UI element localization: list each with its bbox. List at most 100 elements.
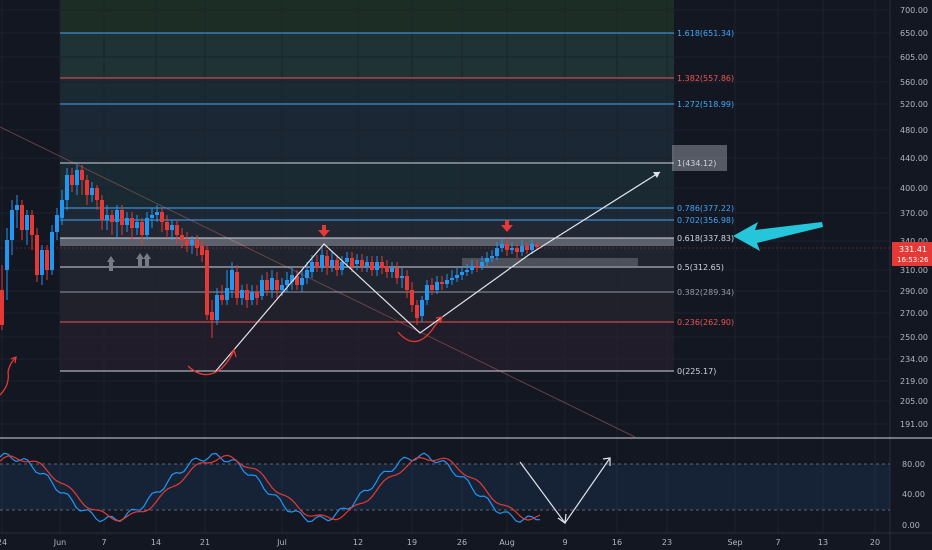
fib-level-label: 0.702(356.98) xyxy=(677,216,734,225)
candle-body xyxy=(395,268,399,278)
time-axis[interactable]: 24 Jun 7 14 21 Jul 12 19 26 Aug 9 16 23 Sep 7 13 20 xyxy=(0,538,880,547)
candle-body xyxy=(415,305,419,318)
candle-body xyxy=(515,248,519,252)
current-price-badge xyxy=(892,242,932,266)
candle-body xyxy=(165,222,169,230)
candle-body xyxy=(285,280,289,285)
candle-body xyxy=(15,205,19,210)
candle-body xyxy=(505,244,509,250)
candle-body xyxy=(465,270,469,272)
candle-body xyxy=(340,262,344,270)
fib-zone xyxy=(60,163,674,208)
candle-body xyxy=(115,210,119,222)
stoch-d-line xyxy=(0,454,541,522)
candle-body xyxy=(65,175,69,200)
candle-body xyxy=(475,266,479,268)
candle-body xyxy=(50,232,54,270)
fib-level-label: 1(434.12) xyxy=(677,159,716,168)
fib-zone xyxy=(60,208,674,220)
price-tick: 234.00 xyxy=(900,355,928,364)
resistance-band xyxy=(60,238,674,246)
candle-body xyxy=(380,262,384,268)
time-tick: Sep xyxy=(727,538,742,547)
fib-level-label: 1.382(557.86) xyxy=(677,74,734,83)
fib-level-label: 0(225.17) xyxy=(677,367,716,376)
candlesticks xyxy=(0,165,539,338)
price-tick: 605.00 xyxy=(900,53,928,62)
stoch-k-line xyxy=(0,452,541,523)
candle-body xyxy=(240,290,244,298)
projection-line[interactable] xyxy=(529,171,661,255)
candle-body xyxy=(10,210,14,240)
candle-body xyxy=(405,276,409,290)
zigzag-pattern[interactable] xyxy=(214,243,531,373)
candle-body xyxy=(360,260,364,266)
candle-body xyxy=(35,235,39,275)
candle-body xyxy=(410,290,414,305)
candle-body xyxy=(265,280,269,290)
price-tick: 270.00 xyxy=(900,309,928,318)
candle-body xyxy=(170,225,174,230)
stoch-axis: 80.00 40.00 0.00 xyxy=(902,460,925,530)
candle-body xyxy=(495,248,499,256)
candle-body xyxy=(185,240,189,245)
candle-body xyxy=(255,292,259,298)
candle-body xyxy=(295,276,299,285)
bar-countdown: 16:53:26 xyxy=(897,256,929,264)
candle-body xyxy=(160,212,164,222)
candle-body xyxy=(460,272,464,275)
time-tick: 24 xyxy=(0,538,7,547)
candle-body xyxy=(260,280,264,296)
fib-level-label: 0.786(377.22) xyxy=(677,204,734,213)
current-price-label: 331.41 xyxy=(899,245,927,254)
time-tick: 21 xyxy=(200,538,210,547)
time-tick: Aug xyxy=(499,538,515,547)
candle-body xyxy=(525,246,529,250)
sell-arrow-2 xyxy=(501,220,513,232)
candle-body xyxy=(355,260,359,264)
fibonacci-zones xyxy=(60,0,674,371)
sell-arrow-1 xyxy=(318,225,330,237)
price-tick: 520.00 xyxy=(900,100,928,109)
candle-body xyxy=(180,235,184,240)
candle-body xyxy=(320,255,324,268)
candle-body xyxy=(425,285,429,300)
candle-body xyxy=(400,276,404,278)
fib-zone xyxy=(60,220,674,238)
time-tick: 26 xyxy=(457,538,467,547)
candle-body xyxy=(500,244,504,248)
stoch-projection-arrow-1 xyxy=(557,513,567,525)
support-box xyxy=(462,258,638,266)
candle-body xyxy=(490,256,494,258)
candle-body xyxy=(135,222,139,228)
price-tick: 340.00 xyxy=(900,237,928,246)
candle-body xyxy=(140,222,144,235)
price-tick: 290.00 xyxy=(900,287,928,296)
candle-body xyxy=(205,250,209,315)
candle-body xyxy=(175,225,179,235)
candle-body xyxy=(325,256,329,268)
candle-body xyxy=(510,248,514,250)
candle-body xyxy=(390,268,394,272)
fib-zone-top xyxy=(60,0,674,33)
fib-level-label: 0.5(312.65) xyxy=(677,263,724,272)
candle-body xyxy=(420,300,424,316)
time-tick: 23 xyxy=(662,538,672,547)
candle-body xyxy=(85,180,89,195)
bottom-curve-annotation-1 xyxy=(187,349,235,376)
time-tick: Jun xyxy=(53,538,67,547)
candle-body xyxy=(330,260,334,266)
descending-trendline[interactable] xyxy=(0,126,636,438)
price-tick: 560.00 xyxy=(900,78,928,87)
price-tick: 400.00 xyxy=(900,184,928,193)
price-tick: 191.00 xyxy=(900,420,928,429)
candle-body xyxy=(125,218,129,225)
price-axis[interactable]: 700.00 650.00 605.00 560.00 520.00 480.00 440.… xyxy=(900,6,928,429)
fib-zone xyxy=(60,292,674,322)
buy-arrow-1 xyxy=(107,256,115,271)
candle-body xyxy=(150,215,154,218)
price-tick: 250.00 xyxy=(900,333,928,342)
level-1-highlight xyxy=(672,145,727,171)
candle-body xyxy=(450,278,454,280)
